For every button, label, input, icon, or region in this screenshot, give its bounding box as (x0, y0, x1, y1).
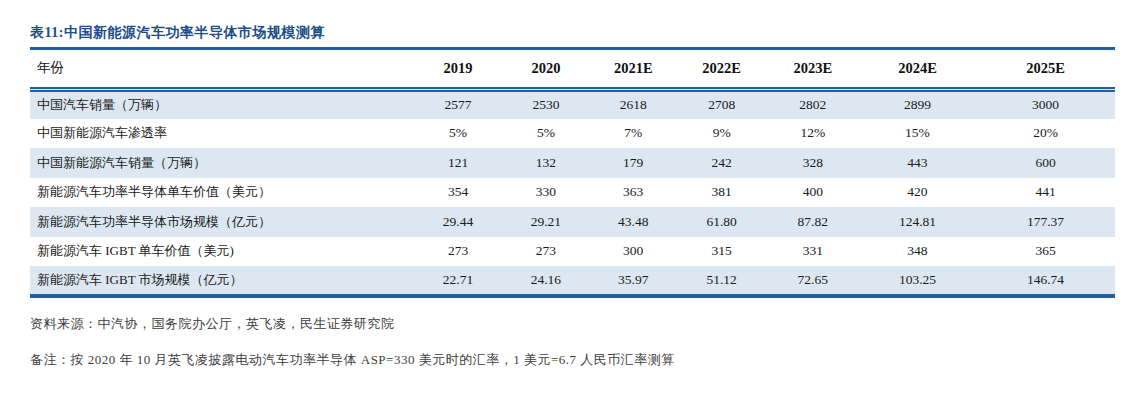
value-cell: 179 (590, 148, 677, 178)
value-cell: 354 (414, 178, 502, 208)
value-cell: 72.65 (767, 266, 859, 296)
value-cell: 420 (859, 178, 976, 208)
value-cell: 124.81 (859, 207, 976, 237)
year-header-cell: 2025E (976, 50, 1115, 89)
table-header-row: 年份 2019 2020 2021E 2022E 2023E 2024E 202… (30, 50, 1115, 89)
year-header-cell: 2021E (590, 50, 677, 89)
value-cell: 2618 (590, 89, 677, 119)
value-cell: 2802 (767, 89, 859, 119)
table-row: 中国新能源汽车销量（万辆） 121 132 179 242 328 443 60… (30, 148, 1115, 178)
row-label-cell: 新能源汽车 IGBT 市场规模（亿元） (30, 266, 414, 296)
value-cell: 2530 (502, 89, 590, 119)
row-label-cell: 新能源汽车 IGBT 单车价值（美元) (30, 237, 414, 267)
value-cell: 330 (502, 178, 590, 208)
row-label-cell: 新能源汽车功率半导体市场规模（亿元） (30, 207, 414, 237)
value-cell: 43.48 (590, 207, 677, 237)
row-label-cell: 中国新能源汽车销量（万辆） (30, 148, 414, 178)
value-cell: 35.97 (590, 266, 677, 296)
value-cell: 381 (677, 178, 767, 208)
value-cell: 29.21 (502, 207, 590, 237)
table-row: 新能源汽车 IGBT 单车价值（美元) 273 273 300 315 331 … (30, 237, 1115, 267)
year-header-cell: 2022E (677, 50, 767, 89)
value-cell: 2577 (414, 89, 502, 119)
table-row: 中国汽车销量（万辆） 2577 2530 2618 2708 2802 2899… (30, 89, 1115, 119)
year-header-cell: 2019 (414, 50, 502, 89)
value-cell: 22.71 (414, 266, 502, 296)
value-cell: 121 (414, 148, 502, 178)
value-cell: 348 (859, 237, 976, 267)
value-cell: 177.37 (976, 207, 1115, 237)
table-row: 新能源汽车 IGBT 市场规模（亿元） 22.71 24.16 35.97 51… (30, 266, 1115, 296)
value-cell: 443 (859, 148, 976, 178)
year-header-cell: 2024E (859, 50, 976, 89)
source-line: 资料来源：中汽协，国务院办公厅，英飞凌，民生证券研究院 (30, 315, 1115, 333)
value-cell: 300 (590, 237, 677, 267)
value-cell: 331 (767, 237, 859, 267)
row-label-cell: 新能源汽车功率半导体单车价值（美元） (30, 178, 414, 208)
table-row: 中国新能源汽车渗透率 5% 5% 7% 9% 12% 15% 20% (30, 119, 1115, 149)
value-cell: 315 (677, 237, 767, 267)
value-cell: 61.80 (677, 207, 767, 237)
row-label-cell: 中国新能源汽车渗透率 (30, 119, 414, 149)
year-header-cell: 2023E (767, 50, 859, 89)
row-label-cell: 中国汽车销量（万辆） (30, 89, 414, 119)
value-cell: 600 (976, 148, 1115, 178)
value-cell: 29.44 (414, 207, 502, 237)
table-row: 新能源汽车功率半导体市场规模（亿元） 29.44 29.21 43.48 61.… (30, 207, 1115, 237)
year-column-header: 年份 (30, 50, 414, 89)
value-cell: 441 (976, 178, 1115, 208)
value-cell: 9% (677, 119, 767, 149)
value-cell: 273 (414, 237, 502, 267)
value-cell: 5% (502, 119, 590, 149)
value-cell: 3000 (976, 89, 1115, 119)
value-cell: 328 (767, 148, 859, 178)
value-cell: 2899 (859, 89, 976, 119)
table-row: 新能源汽车功率半导体单车价值（美元） 354 330 363 381 400 4… (30, 178, 1115, 208)
value-cell: 363 (590, 178, 677, 208)
year-header-cell: 2020 (502, 50, 590, 89)
value-cell: 146.74 (976, 266, 1115, 296)
value-cell: 273 (502, 237, 590, 267)
table-title: 表11:中国新能源汽车功率半导体市场规模测算 (30, 24, 1115, 50)
value-cell: 24.16 (502, 266, 590, 296)
value-cell: 7% (590, 119, 677, 149)
value-cell: 365 (976, 237, 1115, 267)
value-cell: 51.12 (677, 266, 767, 296)
value-cell: 132 (502, 148, 590, 178)
value-cell: 242 (677, 148, 767, 178)
value-cell: 5% (414, 119, 502, 149)
value-cell: 15% (859, 119, 976, 149)
value-cell: 12% (767, 119, 859, 149)
market-size-table: 年份 2019 2020 2021E 2022E 2023E 2024E 202… (30, 50, 1115, 298)
value-cell: 87.82 (767, 207, 859, 237)
report-table-section: 表11:中国新能源汽车功率半导体市场规模测算 年份 2019 2020 2021… (0, 0, 1128, 369)
note-line: 备注：按 2020 年 10 月英飞凌披露电动汽车功率半导体 ASP=330 美… (30, 351, 1115, 369)
value-cell: 103.25 (859, 266, 976, 296)
value-cell: 2708 (677, 89, 767, 119)
value-cell: 20% (976, 119, 1115, 149)
value-cell: 400 (767, 178, 859, 208)
